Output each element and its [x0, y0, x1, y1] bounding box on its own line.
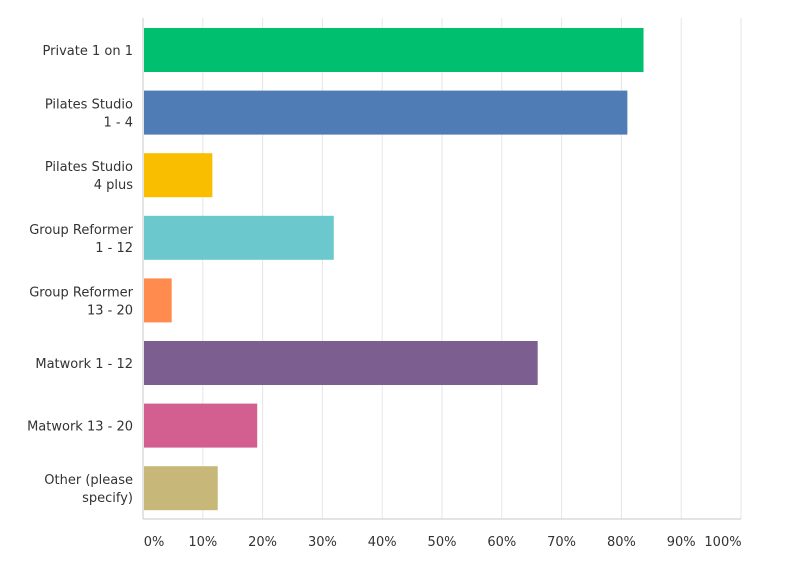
bar-0[interactable] [144, 28, 644, 72]
category-label-line: specify) [82, 491, 133, 506]
category-label-line: 4 plus [94, 178, 134, 193]
x-tick-label-60: 60% [487, 535, 516, 550]
bar-4[interactable] [144, 278, 172, 323]
x-tick-label-90: 90% [667, 535, 696, 550]
x-tick-label-40: 40% [368, 535, 397, 550]
bars [144, 28, 644, 511]
x-tick-label-70: 70% [547, 535, 576, 550]
category-label-5: Matwork 1 - 12 [35, 357, 133, 372]
bar-5[interactable] [144, 341, 538, 385]
category-label-line: Matwork 1 - 12 [35, 357, 133, 372]
category-label-1: Pilates Studio 1 - 4 [45, 98, 133, 131]
category-label-line: Pilates Studio [45, 98, 133, 113]
category-label-line: Matwork 13 - 20 [27, 420, 133, 435]
category-label-line: Pilates Studio [45, 160, 133, 175]
category-label-line: Private 1 on 1 [43, 44, 133, 59]
category-label-4: Group Reformer 13 - 20 [29, 285, 133, 318]
category-label-0: Private 1 on 1 [43, 44, 133, 59]
category-label-line: Group Reformer [29, 285, 133, 300]
x-tick-labels: 0% 10% 20% 30% 40% 50% 60% 70% 80% 90% 100% [144, 535, 742, 550]
x-tick-label-80: 80% [607, 535, 636, 550]
category-label-line: Other (please [44, 473, 133, 488]
x-tick-label-30: 30% [308, 535, 337, 550]
category-label-6: Matwork 13 - 20 [27, 420, 133, 435]
bar-6[interactable] [144, 403, 258, 448]
category-label-7: Other (please specify) [44, 473, 133, 506]
category-label-2: Pilates Studio 4 plus [45, 160, 133, 193]
bar-7[interactable] [144, 466, 218, 511]
x-tick-label-10: 10% [188, 535, 217, 550]
category-label-line: 1 - 4 [104, 116, 134, 131]
category-label-line: 1 - 12 [95, 241, 133, 256]
bar-1[interactable] [144, 90, 628, 135]
bar-3[interactable] [144, 215, 334, 260]
category-label-3: Group Reformer 1 - 12 [29, 223, 133, 256]
category-label-line: 13 - 20 [87, 303, 133, 318]
x-tick-label-0: 0% [144, 535, 165, 550]
axes [142, 18, 741, 520]
category-label-line: Group Reformer [29, 223, 133, 238]
bar-2[interactable] [144, 153, 213, 198]
x-tick-label-50: 50% [428, 535, 457, 550]
x-tick-label-100: 100% [704, 535, 741, 550]
x-tick-label-20: 20% [248, 535, 277, 550]
